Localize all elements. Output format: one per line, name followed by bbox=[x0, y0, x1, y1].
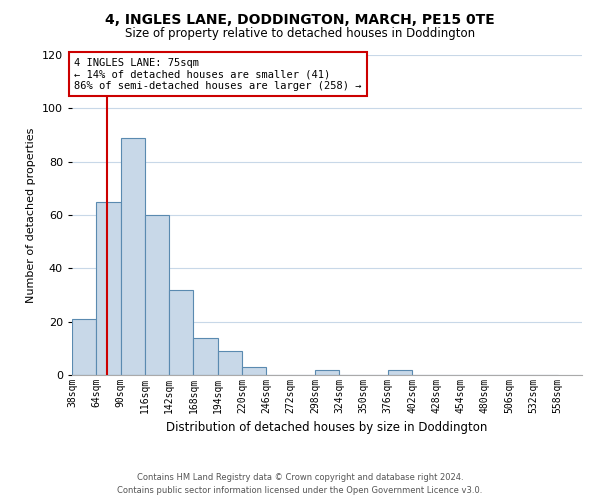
Bar bbox=[72, 319, 96, 375]
Bar bbox=[193, 338, 218, 375]
Bar bbox=[121, 138, 145, 375]
Bar bbox=[315, 370, 339, 375]
Bar bbox=[96, 202, 121, 375]
Bar bbox=[218, 351, 242, 375]
Text: 4 INGLES LANE: 75sqm
← 14% of detached houses are smaller (41)
86% of semi-detac: 4 INGLES LANE: 75sqm ← 14% of detached h… bbox=[74, 58, 361, 91]
Bar bbox=[242, 367, 266, 375]
Bar bbox=[388, 370, 412, 375]
Bar bbox=[145, 215, 169, 375]
Y-axis label: Number of detached properties: Number of detached properties bbox=[26, 128, 36, 302]
Text: 4, INGLES LANE, DODDINGTON, MARCH, PE15 0TE: 4, INGLES LANE, DODDINGTON, MARCH, PE15 … bbox=[105, 12, 495, 26]
Text: Contains HM Land Registry data © Crown copyright and database right 2024.
Contai: Contains HM Land Registry data © Crown c… bbox=[118, 473, 482, 495]
Text: Size of property relative to detached houses in Doddington: Size of property relative to detached ho… bbox=[125, 28, 475, 40]
Bar bbox=[169, 290, 193, 375]
X-axis label: Distribution of detached houses by size in Doddington: Distribution of detached houses by size … bbox=[166, 422, 488, 434]
